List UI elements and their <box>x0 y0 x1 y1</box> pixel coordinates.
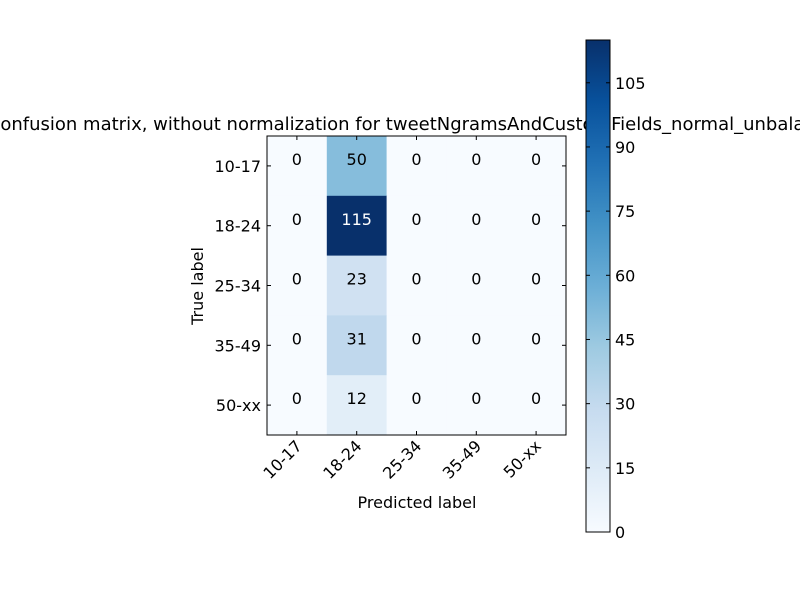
cell-value-label: 50 <box>347 150 367 169</box>
heatmap-cell <box>267 255 328 316</box>
heatmap-cell <box>446 315 507 376</box>
cell-value-label: 0 <box>292 210 302 229</box>
x-tick-label: 50-xx <box>500 436 545 481</box>
x-tick-label: 10-17 <box>259 436 305 482</box>
heatmap-cell <box>446 375 507 436</box>
colorbar-tick-label: 60 <box>615 266 635 285</box>
cell-value-label: 0 <box>471 389 481 408</box>
y-tick-label: 10-17 <box>215 157 262 176</box>
cell-value-label: 0 <box>531 210 541 229</box>
heatmap-cell <box>386 315 447 376</box>
cell-value-label: 0 <box>411 270 421 289</box>
cell-value-label: 0 <box>531 389 541 408</box>
cell-value-label: 0 <box>531 150 541 169</box>
cell-value-label: 0 <box>531 329 541 348</box>
y-tick-labels: 10-17 18-24 25-34 35-49 50-xx <box>215 157 262 415</box>
colorbar-tick-label: 90 <box>615 138 635 157</box>
cell-value-label: 0 <box>471 329 481 348</box>
heatmap-cell <box>386 136 447 197</box>
colorbar-tick-label: 45 <box>615 330 635 349</box>
cell-value-label: 0 <box>411 210 421 229</box>
cell-value-label: 31 <box>347 329 367 348</box>
heatmap-cell <box>506 136 567 197</box>
heatmap-cell <box>267 136 328 197</box>
heatmap-cell <box>446 195 507 257</box>
y-axis-label: True label <box>188 247 207 326</box>
chart-title: Confusion matrix, without normalization … <box>0 114 800 135</box>
colorbar-ticks <box>586 82 610 533</box>
heatmap-cell <box>446 255 507 316</box>
cell-value-label: 0 <box>471 270 481 289</box>
heatmap-cell <box>506 315 567 376</box>
cell-value-label: 0 <box>292 270 302 289</box>
colorbar-gradient <box>586 40 610 532</box>
heatmap-cell <box>386 255 447 316</box>
cell-value-label: 12 <box>347 389 367 408</box>
colorbar-frame <box>585 39 611 533</box>
heatmap-cell <box>267 315 328 376</box>
heatmap-cell <box>506 195 567 257</box>
heatmap-cell <box>326 315 388 376</box>
heatmap-cell <box>326 195 388 257</box>
heatmap-cell <box>386 195 447 257</box>
heatmap-cell <box>267 195 328 257</box>
cell-value-label: 0 <box>292 329 302 348</box>
cell-value-labels: 0 50 0 0 0 0 115 0 0 0 0 23 0 0 0 0 31 0 0 0 0 12 0 0 0 <box>292 150 541 408</box>
cell-value-label: 0 <box>471 210 481 229</box>
y-tick-label: 35-49 <box>215 336 262 355</box>
x-tick-labels: 10-17 18-24 25-34 35-49 50-xx <box>259 436 545 482</box>
y-tick-label: 50-xx <box>216 396 261 415</box>
cell-value-label: 0 <box>411 389 421 408</box>
heatmap-cell <box>326 375 388 436</box>
colorbar-tick-label: 105 <box>615 74 646 93</box>
x-tick-label: 18-24 <box>319 436 365 482</box>
heatmap-cell <box>386 375 447 436</box>
cell-value-label: 0 <box>292 389 302 408</box>
heatmap-cell <box>326 136 388 197</box>
cell-value-label: 0 <box>471 150 481 169</box>
cell-value-label: 0 <box>411 150 421 169</box>
colorbar-tick-label: 75 <box>615 202 635 221</box>
heatmap-cell <box>446 136 507 197</box>
colorbar-tick-label: 15 <box>615 459 635 478</box>
colorbar-tick-label: 0 <box>615 523 625 542</box>
colorbar-tick-labels: 0 15 30 45 60 75 90 105 <box>615 74 646 542</box>
cell-value-label: 115 <box>341 210 372 229</box>
cell-value-label: 0 <box>292 150 302 169</box>
cell-value-label: 23 <box>347 270 367 289</box>
y-tick-label: 18-24 <box>215 217 262 236</box>
heatmap-cells <box>267 136 567 436</box>
colorbar-tick-label: 30 <box>615 395 635 414</box>
heatmap-cell <box>506 255 567 316</box>
heatmap-cell <box>506 375 567 436</box>
x-tick-label: 25-34 <box>379 436 425 482</box>
heatmap-cell <box>326 255 388 316</box>
heatmap-cell <box>267 375 328 436</box>
x-axis-label: Predicted label <box>358 493 477 512</box>
x-tick-label: 35-49 <box>439 436 485 482</box>
y-tick-label: 25-34 <box>215 277 262 296</box>
axis-ticks <box>267 136 566 435</box>
cell-value-label: 0 <box>411 329 421 348</box>
cell-value-label: 0 <box>531 270 541 289</box>
